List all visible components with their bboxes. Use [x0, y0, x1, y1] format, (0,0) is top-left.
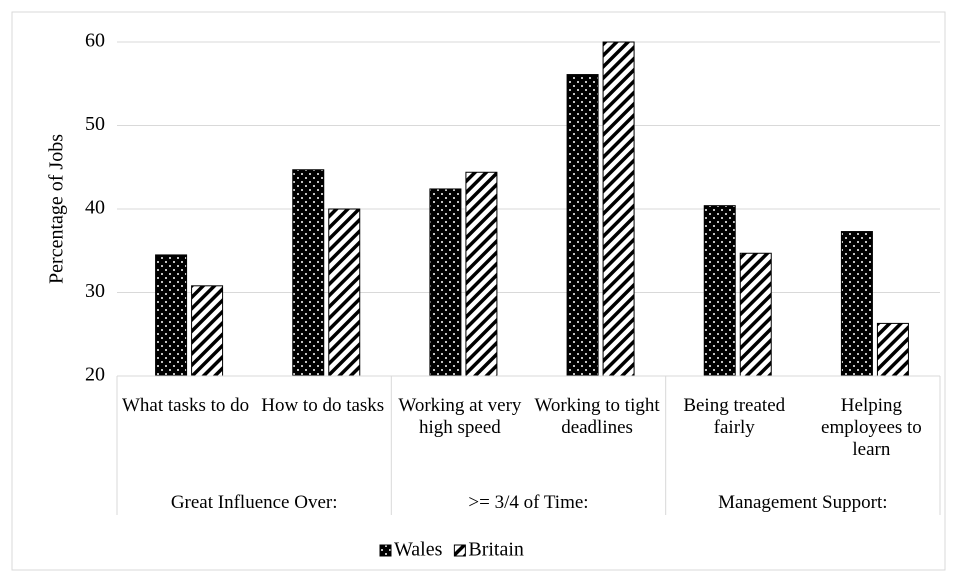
- legend-label: Britain: [468, 539, 524, 561]
- bar: [876, 322, 909, 377]
- bar: [429, 188, 462, 377]
- x-tick-label: What tasks to do: [121, 395, 250, 416]
- bar: [703, 205, 736, 377]
- group-label: Management Support:: [718, 492, 888, 513]
- y-axis-title: Percentage of Jobs: [46, 134, 68, 284]
- bar: [840, 231, 873, 377]
- bar: [465, 171, 498, 377]
- bar: [292, 169, 325, 377]
- x-tick-label: How to do tasks: [261, 395, 385, 416]
- chart-frame: [11, 11, 946, 571]
- y-tick-label: 30: [85, 280, 105, 302]
- bar: [191, 285, 224, 377]
- bar: [739, 252, 772, 377]
- x-tick-label: Helping employees to learn: [821, 395, 922, 460]
- x-tick-label: Working at very high speed: [398, 395, 522, 438]
- legend-label: Wales: [394, 539, 443, 561]
- group-label: >= 3/4 of Time:: [468, 492, 589, 513]
- bar: [328, 208, 361, 377]
- bar: [566, 74, 599, 377]
- x-tick-label: Being treated fairly: [683, 395, 786, 438]
- bar: [602, 41, 635, 377]
- y-tick-label: 40: [85, 197, 105, 219]
- group-label: Great Influence Over:: [170, 492, 338, 513]
- y-tick-label: 50: [85, 113, 105, 135]
- legend-swatch: [453, 544, 466, 557]
- bar: [155, 254, 188, 377]
- y-tick-label: 60: [85, 30, 105, 52]
- y-tick-label: 20: [85, 364, 105, 386]
- legend-swatch: [379, 544, 392, 557]
- x-tick-label: Working to tight deadlines: [534, 395, 660, 438]
